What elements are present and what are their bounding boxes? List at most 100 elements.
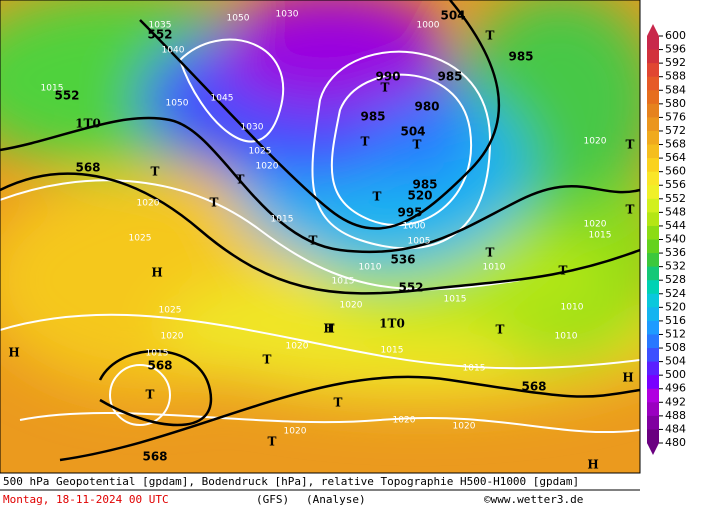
map-frame [0, 0, 641, 474]
colorbar-label: 568 [665, 138, 686, 151]
pressure-center-label: T [373, 190, 382, 204]
colorbar-segment [647, 415, 659, 430]
contour-label: 568 [521, 380, 546, 394]
pressure-center-label: T [151, 165, 160, 179]
contour-label: 568 [147, 359, 172, 373]
colorbar-label: 504 [665, 355, 686, 368]
contour-label: 1015 [589, 231, 612, 241]
colorbar-segment [647, 117, 659, 132]
pressure-center-label: T [146, 388, 155, 402]
pressure-center-label: T [381, 81, 390, 95]
colorbar-segment [647, 225, 659, 240]
contour-label: 1020 [286, 342, 309, 352]
pressure-center-label: T [326, 322, 335, 336]
contour-label: 1020 [161, 332, 184, 342]
contour-label: 1015 [332, 277, 355, 287]
geopotential-lines [0, 0, 640, 462]
colorbar-label: 552 [665, 192, 686, 205]
colorbar-segment [647, 76, 659, 91]
colorbar-segment [647, 320, 659, 335]
colorbar-segment [647, 185, 659, 200]
pressure-center-label: T [309, 234, 318, 248]
contour-label: 504 [400, 125, 425, 139]
pressure-center-label: H [151, 266, 162, 280]
contour-label: 1020 [284, 427, 307, 437]
contour-label: 552 [54, 89, 79, 103]
contour-label: 1020 [453, 422, 476, 432]
contour-label: 1050 [227, 14, 250, 24]
colorbar-segment [647, 171, 659, 186]
pressure-center-label: T [334, 396, 343, 410]
contour-label: 985 [437, 70, 462, 84]
colorbar-segment [647, 144, 659, 159]
colorbar-label: 508 [665, 341, 686, 354]
pressure-center-label: H [323, 322, 334, 336]
contour-label: 1010 [555, 332, 578, 342]
pressure-center-label: H [587, 458, 598, 472]
contour-label: 1000 [417, 21, 440, 31]
colorbar-label: 512 [665, 327, 686, 340]
colorbar-segment [647, 36, 659, 51]
contour-label: 1020 [584, 220, 607, 230]
pressure-center-label: T [486, 246, 495, 260]
contour-label: 980 [414, 100, 439, 114]
colorbar-label: 532 [665, 260, 686, 273]
colorbar-top-arrow [647, 24, 659, 36]
colorbar-label: 572 [665, 124, 686, 137]
pressure-center-label: T [626, 138, 635, 152]
colorbar-segment [647, 212, 659, 227]
contour-label: 552 [398, 281, 423, 295]
colorbar-segment [647, 130, 659, 146]
colorbar-segment [647, 307, 659, 322]
pressure-center-label: T [210, 196, 219, 210]
colorbar-segment [647, 388, 659, 403]
contour-label: 1015 [381, 346, 404, 356]
colorbar-segment [647, 90, 659, 105]
colorbar-segment [647, 253, 659, 268]
contour-label: 985 [508, 50, 533, 64]
contour-label: 1020 [393, 416, 416, 426]
colorbar-segment [647, 198, 659, 213]
contour-label: 504 [440, 9, 465, 23]
contour-label: 1025 [249, 147, 272, 157]
contour-label: 1020 [584, 137, 607, 147]
contour-label: 1015 [146, 349, 169, 359]
contour-label: 1015 [41, 84, 64, 94]
contour-label: 1010 [483, 263, 506, 273]
contour-label: 1020 [137, 199, 160, 209]
colorbar-segment [647, 239, 659, 254]
colorbar-label: 556 [665, 178, 686, 191]
contour-label: 1030 [276, 10, 299, 20]
colorbar-label: 492 [665, 395, 686, 408]
colorbar-label: 520 [665, 300, 686, 313]
pressure-center-label: H [622, 371, 633, 385]
colorbar-label: 516 [665, 314, 686, 327]
colorbar-label: 488 [665, 409, 686, 422]
contour-label: 1035 [149, 21, 172, 31]
pressure-center-label: T [486, 29, 495, 43]
colorbar-label: 500 [665, 368, 686, 381]
colorbar-segment [647, 348, 659, 363]
colorbar-label: 592 [665, 56, 686, 69]
colorbar-label: 580 [665, 97, 686, 110]
pressure-center-label: H [8, 346, 19, 360]
colorbar-label: 484 [665, 422, 686, 435]
pressure-center-label: T [361, 135, 370, 149]
contour-label: 1000 [403, 222, 426, 232]
contour-label: 520 [407, 189, 432, 203]
contour-label: 990 [375, 70, 400, 84]
contour-label: 1010 [561, 303, 584, 313]
contour-label: 1010 [359, 263, 382, 273]
contour-label: 1005 [408, 237, 431, 247]
colorbar-label: 584 [665, 83, 686, 96]
pressure-center-label: T [263, 353, 272, 367]
colorbar-segment [647, 375, 659, 390]
colorbar-label: 560 [665, 165, 686, 178]
contour-label: 568 [142, 450, 167, 464]
colorbar-label: 496 [665, 382, 686, 395]
contour-label: 536 [390, 253, 415, 267]
colorbar-label: 536 [665, 246, 686, 259]
contour-label: 1025 [129, 234, 152, 244]
contour-label: 995 [397, 206, 422, 220]
footer-title: 500 hPa Geopotential [gpdam], Bodendruck… [3, 475, 579, 488]
